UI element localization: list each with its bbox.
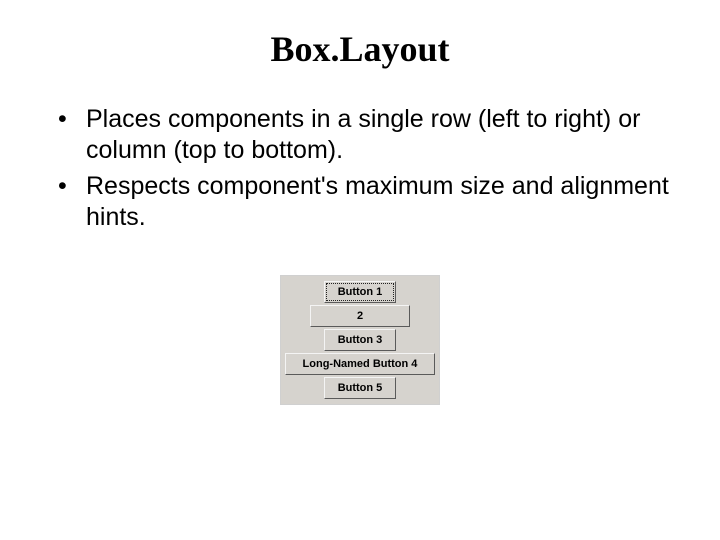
- slide: Box.Layout Places components in a single…: [0, 0, 720, 540]
- demo-label-2: 2: [310, 305, 410, 327]
- figure-container: Button 12Button 3Long-Named Button 4Butt…: [40, 275, 680, 405]
- bullet-list: Places components in a single row (left …: [40, 104, 680, 233]
- demo-button-3[interactable]: Button 3: [324, 329, 396, 351]
- bullet-item: Respects component's maximum size and al…: [58, 171, 680, 234]
- demo-button-1[interactable]: Button 1: [324, 281, 396, 303]
- demo-button-5[interactable]: Button 5: [324, 377, 396, 399]
- slide-title: Box.Layout: [40, 28, 680, 70]
- bullet-item: Places components in a single row (left …: [58, 104, 680, 167]
- boxlayout-demo-panel: Button 12Button 3Long-Named Button 4Butt…: [280, 275, 440, 405]
- demo-button-4[interactable]: Long-Named Button 4: [285, 353, 435, 375]
